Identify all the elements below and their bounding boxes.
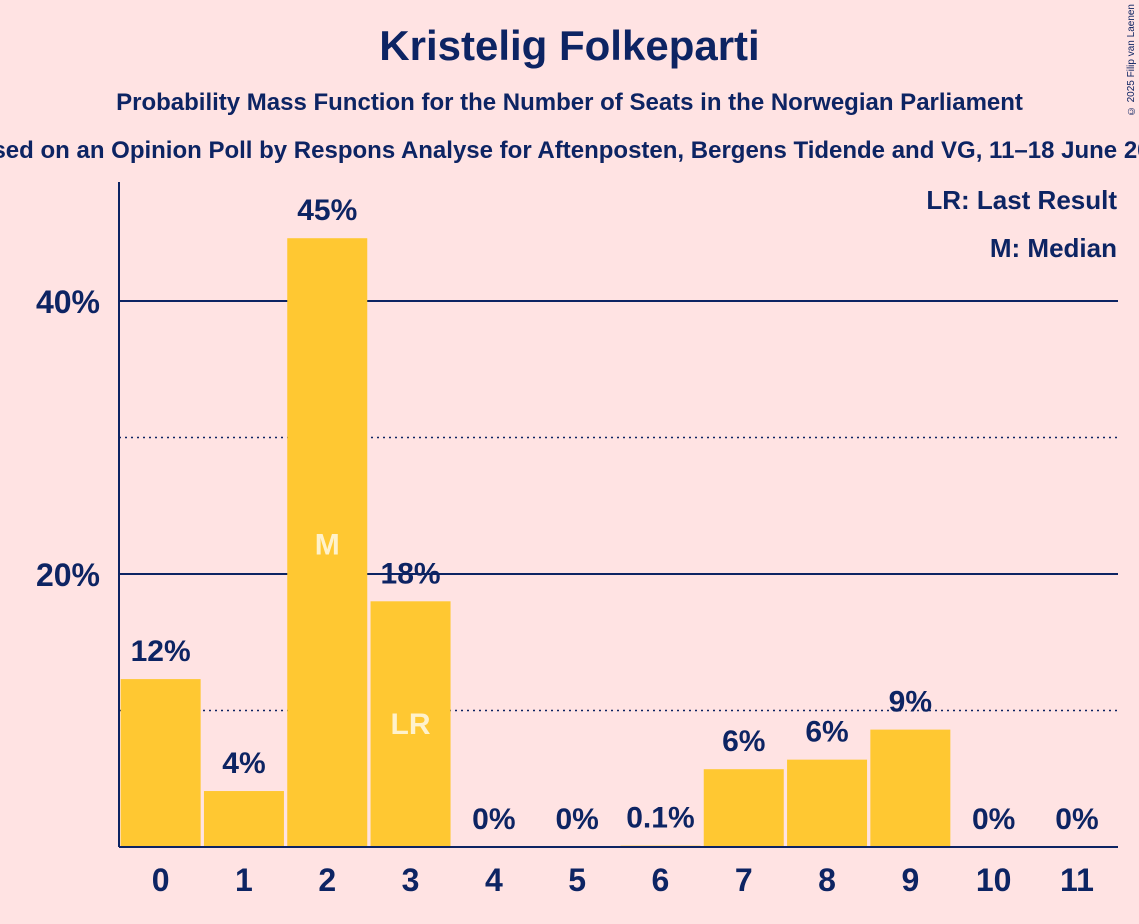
x-tick-label: 7 <box>735 862 753 898</box>
x-tick-label: 0 <box>152 862 170 898</box>
bar <box>703 769 784 847</box>
x-tick-label: 2 <box>318 862 336 898</box>
chart-title: Kristelig Folkeparti <box>379 22 760 69</box>
bar <box>870 729 951 847</box>
data-label: 12% <box>131 635 191 668</box>
bar <box>203 791 284 847</box>
data-label: 9% <box>889 686 932 719</box>
data-label: 0% <box>472 803 515 836</box>
last-result-marker: LR <box>391 708 431 741</box>
data-label: 0% <box>555 803 598 836</box>
bar <box>370 601 451 847</box>
bar <box>287 238 368 847</box>
x-tick-label: 10 <box>976 862 1012 898</box>
chart-subtitle-clip: Based on an Opinion Poll by Respons Anal… <box>0 130 1139 174</box>
data-label: 18% <box>381 557 441 590</box>
chart-source-line: Based on an Opinion Poll by Respons Anal… <box>0 137 1139 164</box>
x-tick-label: 3 <box>402 862 420 898</box>
median-marker: M <box>315 529 340 562</box>
bar <box>787 759 868 847</box>
data-label: 0.1% <box>626 802 694 835</box>
chart-subtitle: Probability Mass Function for the Number… <box>116 89 1023 116</box>
x-tick-label: 5 <box>568 862 586 898</box>
data-label: 45% <box>297 194 357 227</box>
legend-last-result: LR: Last Result <box>926 185 1117 215</box>
data-label: 6% <box>805 716 848 749</box>
x-tick-label: 1 <box>235 862 253 898</box>
data-label: 0% <box>972 803 1015 836</box>
data-label: 0% <box>1055 803 1098 836</box>
y-tick-label: 40% <box>36 284 100 320</box>
x-tick-label: 8 <box>818 862 836 898</box>
x-tick-label: 6 <box>652 862 670 898</box>
data-label: 4% <box>222 747 265 780</box>
y-tick-label: 20% <box>36 557 100 593</box>
x-tick-label: 11 <box>1060 862 1094 898</box>
bar <box>120 679 201 847</box>
x-tick-label: 9 <box>901 862 919 898</box>
x-tick-label: 4 <box>485 862 503 898</box>
data-label: 6% <box>722 725 765 758</box>
legend-median: M: Median <box>990 233 1117 263</box>
